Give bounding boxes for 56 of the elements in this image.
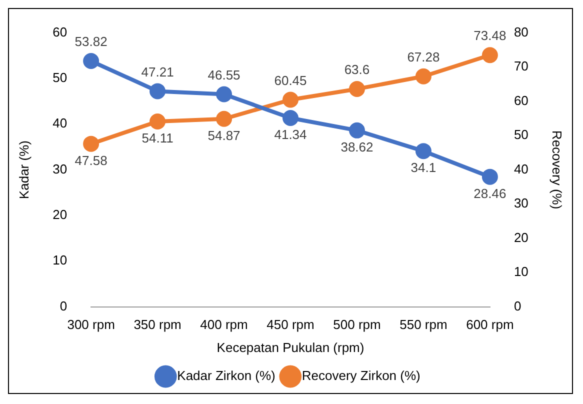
y-tick-label: 20 (52, 207, 68, 222)
data-label: 54.11 (142, 130, 174, 146)
legend-label: Kadar Zirkon (%) (177, 368, 276, 384)
data-label: 53.82 (74, 34, 108, 50)
point (482, 168, 498, 185)
data-label: 73.48 (474, 28, 506, 44)
y2-tick-label: 70 (514, 58, 528, 74)
y2-tick-label: 0 (514, 298, 522, 314)
y-axis-title: Kadar (%) (16, 140, 32, 200)
x-tick-label: 450 rpm (266, 317, 314, 332)
point (482, 47, 498, 64)
data-label: 47.58 (74, 152, 108, 168)
data-label: 63.6 (344, 62, 370, 78)
point (83, 53, 100, 70)
point (348, 122, 365, 138)
point (415, 143, 432, 160)
legend-label: Recovery Zirkon (%) (302, 368, 420, 384)
y2-tick-label: 20 (514, 230, 528, 245)
x-tick-label: 400 rpm (200, 317, 248, 332)
x-tick-label: 350 rpm (134, 317, 182, 332)
point (150, 83, 166, 100)
y2-tick-label: 30 (514, 196, 528, 211)
data-label: 41.34 (274, 127, 307, 142)
point (216, 86, 232, 102)
point (415, 68, 432, 84)
y2-tick-label: 60 (514, 92, 528, 108)
x-tick-label: 550 rpm (400, 317, 448, 332)
y-tick-label: 30 (52, 161, 68, 176)
x-tick-label: 600 rpm (466, 317, 514, 332)
y2-tick-label: 10 (514, 264, 528, 280)
x-axis-title: Kecepatan Pukulan (rpm) (216, 340, 364, 355)
point (348, 80, 365, 97)
y-tick-label: 40 (52, 116, 68, 131)
data-label: 67.28 (407, 49, 440, 64)
y2-tick-label: 80 (514, 24, 528, 40)
point (83, 136, 100, 152)
y2-tick-label: 40 (514, 161, 528, 176)
x-tick-label: 300 rpm (67, 317, 115, 332)
y-tick-label: 60 (52, 24, 68, 40)
data-label: 38.62 (340, 140, 374, 155)
data-label: 54.87 (208, 128, 240, 143)
point (282, 92, 298, 108)
y-tick-label: 0 (60, 298, 68, 314)
y2-axis-title: Recovery (%) (550, 130, 565, 210)
data-label: 47.21 (141, 64, 174, 80)
data-label: 60.45 (274, 72, 307, 88)
x-tick-label: 500 rpm (333, 317, 381, 332)
data-label: 34.1 (410, 160, 436, 176)
point (282, 110, 298, 126)
point (216, 110, 232, 127)
y-tick-label: 10 (52, 252, 68, 268)
point (150, 113, 166, 130)
y-tick-label: 50 (52, 70, 68, 86)
data-label: 28.46 (474, 186, 506, 201)
y2-tick-label: 50 (514, 127, 528, 142)
data-label: 46.55 (208, 67, 240, 82)
